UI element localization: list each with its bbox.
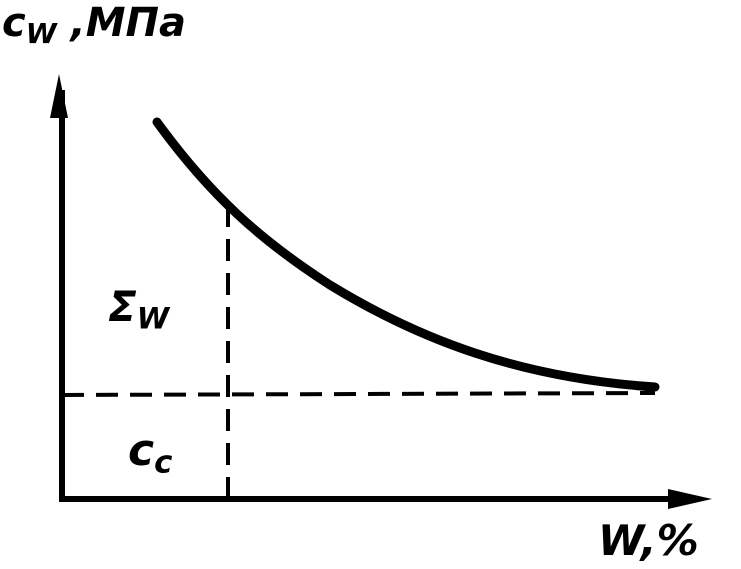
y-axis-unit: ,МПа — [70, 0, 187, 46]
horizontal-dashed-line — [61, 391, 656, 397]
cc-label: cc — [128, 425, 172, 481]
cc-subscript: c — [154, 444, 173, 481]
sigma-subscript: W — [136, 301, 170, 336]
sigma-w-label: ΣW — [108, 282, 169, 335]
y-axis-arrow — [50, 74, 68, 118]
cc-symbol: c — [128, 425, 155, 476]
y-axis-subscript: W — [25, 17, 57, 50]
x-axis-arrow — [668, 489, 712, 509]
sigma-symbol: Σ — [108, 282, 137, 331]
x-axis-label: W,% — [598, 516, 699, 565]
y-axis-label: cW ,МПа — [2, 0, 186, 50]
strength-curve — [152, 117, 660, 392]
y-axis-symbol: c — [2, 0, 26, 46]
